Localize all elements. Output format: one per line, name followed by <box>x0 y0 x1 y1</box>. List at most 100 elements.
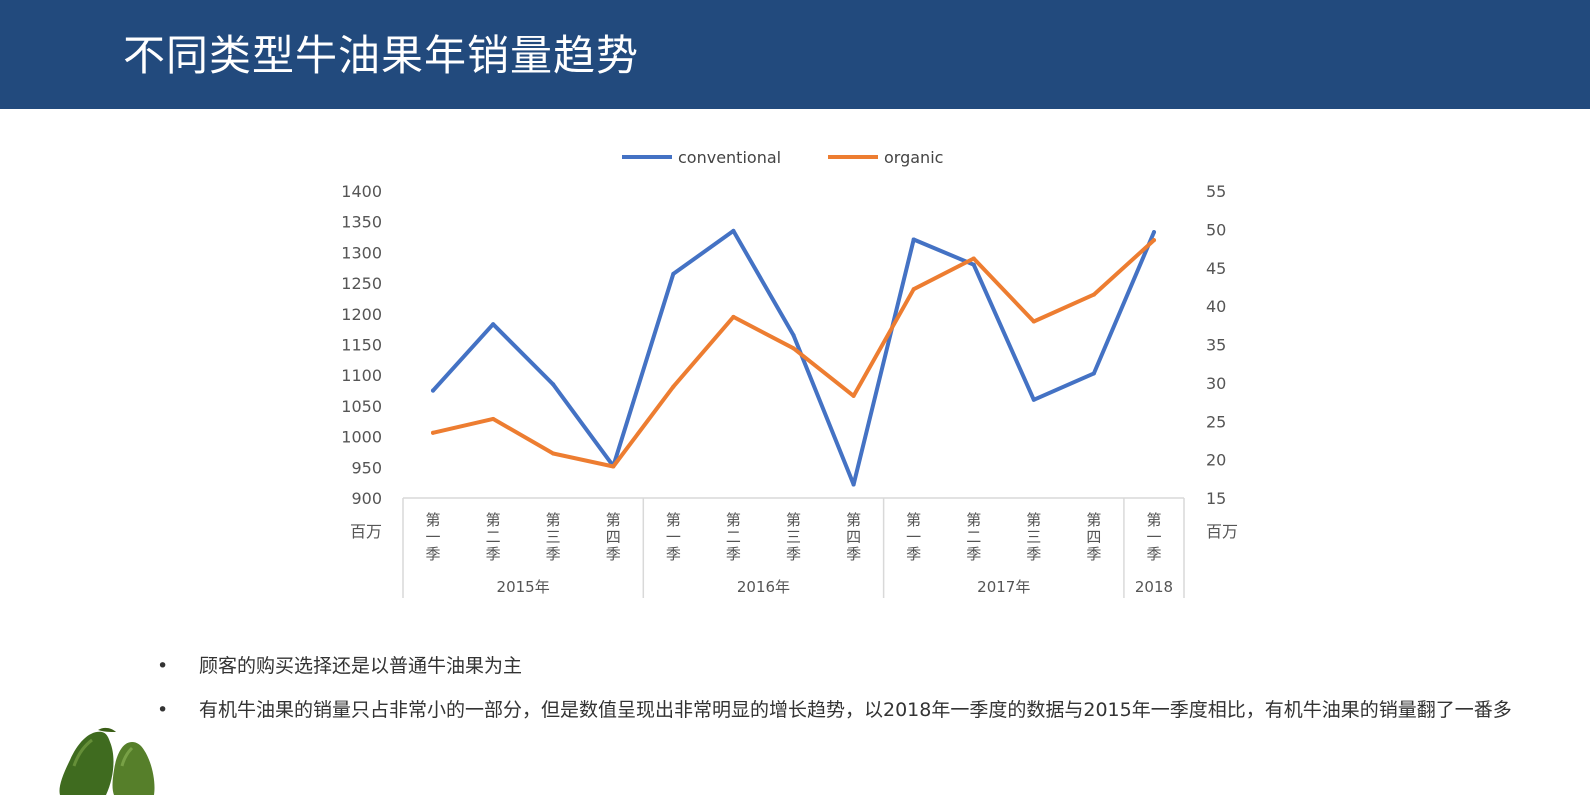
x-category-label: 季 <box>726 545 741 563</box>
bullet-dot-icon: • <box>157 699 169 721</box>
data-point-organic <box>731 314 736 319</box>
left-tick-label: 1100 <box>341 366 382 385</box>
x-category-label: 季 <box>786 545 801 563</box>
data-point-organic <box>971 256 976 261</box>
page-title: 不同类型牛油果年销量趋势 <box>123 31 640 80</box>
x-category-label: 第 <box>546 511 561 529</box>
bullet-text: 顾客的购买选择还是以普通牛油果为主 <box>199 655 523 677</box>
x-category-label: 第 <box>486 511 501 529</box>
x-category-label: 季 <box>486 545 501 563</box>
data-point-conventional <box>431 388 436 393</box>
right-y-axis: 55 50 45 40 35 30 25 20 15 百万 <box>1206 182 1238 541</box>
bullet-item: • 有机牛油果的销量只占非常小的一部分，但是数值呈现出非常明显的增长趋势，以20… <box>157 688 1537 732</box>
bullet-list: • 顾客的购买选择还是以普通牛油果为主 • 有机牛油果的销量只占非常小的一部分，… <box>157 644 1537 732</box>
x-category-label: 一 <box>426 528 441 546</box>
left-tick-label: 1000 <box>341 428 382 447</box>
x-category-label: 四 <box>606 528 621 546</box>
data-point-conventional <box>911 237 916 242</box>
x-category-label: 季 <box>846 545 861 563</box>
chart-series <box>431 228 1156 487</box>
left-tick-label: 1250 <box>341 274 382 293</box>
x-category-label: 一 <box>906 528 921 546</box>
x-category-label: 四 <box>1086 528 1101 546</box>
x-category-label: 第 <box>666 511 681 529</box>
right-tick-label: 25 <box>1206 412 1226 431</box>
x-category-label: 二 <box>966 528 981 546</box>
x-category-label: 三 <box>1026 528 1041 546</box>
x-category-label: 季 <box>966 545 981 563</box>
data-point-conventional <box>551 382 556 387</box>
x-category-label: 季 <box>546 545 561 563</box>
bullet-dot-icon: • <box>157 655 169 677</box>
x-category-label: 二 <box>486 528 501 546</box>
x-category-label: 季 <box>1026 545 1041 563</box>
left-tick-label: 1050 <box>341 397 382 416</box>
data-point-organic <box>431 430 436 435</box>
x-category-label: 一 <box>666 528 681 546</box>
x-category-label: 季 <box>906 545 921 563</box>
x-category-label: 第 <box>606 511 621 529</box>
x-category-label: 季 <box>426 545 441 563</box>
data-point-conventional <box>1091 371 1096 376</box>
data-point-organic <box>851 393 856 398</box>
bullet-item: • 顾客的购买选择还是以普通牛油果为主 <box>157 644 1537 688</box>
data-point-organic <box>1151 238 1156 243</box>
right-tick-label: 40 <box>1206 297 1226 316</box>
data-point-organic <box>611 464 616 469</box>
x-axis: 第一季第二季第三季第四季2015年第一季第二季第三季第四季2016年第一季第二季… <box>402 497 1185 598</box>
sales-line-chart: conventional organic 1400 1350 1300 1250 1200… <box>341 148 1238 598</box>
right-tick-label: 30 <box>1206 374 1226 393</box>
x-category-label: 一 <box>1146 528 1161 546</box>
data-point-conventional <box>731 228 736 233</box>
x-category-label: 第 <box>426 511 441 529</box>
left-tick-label: 1150 <box>341 336 382 355</box>
x-group-label: 2018 <box>1135 578 1173 596</box>
data-point-organic <box>551 451 556 456</box>
x-category-label: 季 <box>666 545 681 563</box>
series-line-organic <box>431 238 1156 469</box>
right-tick-label: 15 <box>1206 489 1226 508</box>
legend-label-organic: organic <box>884 148 943 167</box>
right-axis-unit: 百万 <box>1206 522 1238 541</box>
data-point-organic <box>1091 292 1096 297</box>
data-point-organic <box>911 287 916 292</box>
data-point-conventional <box>851 482 856 487</box>
avocado-icon <box>59 727 155 795</box>
header-bar: 不同类型牛油果年销量趋势 <box>0 0 1590 109</box>
legend-label-conventional: conventional <box>678 148 781 167</box>
x-category-label: 第 <box>906 511 921 529</box>
x-category-label: 季 <box>1146 545 1161 563</box>
left-tick-label: 950 <box>351 458 382 477</box>
x-category-label: 第 <box>1146 511 1161 529</box>
x-category-label: 二 <box>726 528 741 546</box>
x-group-label: 2016年 <box>737 578 790 596</box>
right-tick-label: 55 <box>1206 182 1226 201</box>
bullet-text: 有机牛油果的销量只占非常小的一部分，但是数值呈现出非常明显的增长趋势，以2018… <box>199 699 1512 721</box>
data-point-organic <box>1031 319 1036 324</box>
left-tick-label: 1300 <box>341 243 382 262</box>
right-tick-label: 20 <box>1206 451 1226 470</box>
x-category-label: 三 <box>786 528 801 546</box>
x-category-label: 三 <box>546 528 561 546</box>
left-tick-label: 1400 <box>341 182 382 201</box>
right-tick-label: 50 <box>1206 220 1226 239</box>
left-y-axis: 1400 1350 1300 1250 1200 1150 1100 1050 1000 950 9… <box>341 182 382 541</box>
x-category-label: 第 <box>966 511 981 529</box>
x-category-label: 季 <box>1086 545 1101 563</box>
data-point-conventional <box>791 333 796 338</box>
data-point-conventional <box>1031 397 1036 402</box>
right-tick-label: 35 <box>1206 336 1226 355</box>
x-category-label: 第 <box>786 511 801 529</box>
x-category-label: 第 <box>726 511 741 529</box>
data-point-conventional <box>491 322 496 327</box>
x-group-label: 2017年 <box>977 578 1030 596</box>
data-point-organic <box>671 384 676 389</box>
data-point-conventional <box>1151 230 1156 235</box>
x-category-label: 四 <box>846 528 861 546</box>
data-point-organic <box>791 346 796 351</box>
chart-legend: conventional organic <box>622 148 943 167</box>
left-tick-label: 1350 <box>341 213 382 232</box>
right-tick-label: 45 <box>1206 259 1226 278</box>
x-category-label: 季 <box>606 545 621 563</box>
data-point-conventional <box>971 262 976 267</box>
